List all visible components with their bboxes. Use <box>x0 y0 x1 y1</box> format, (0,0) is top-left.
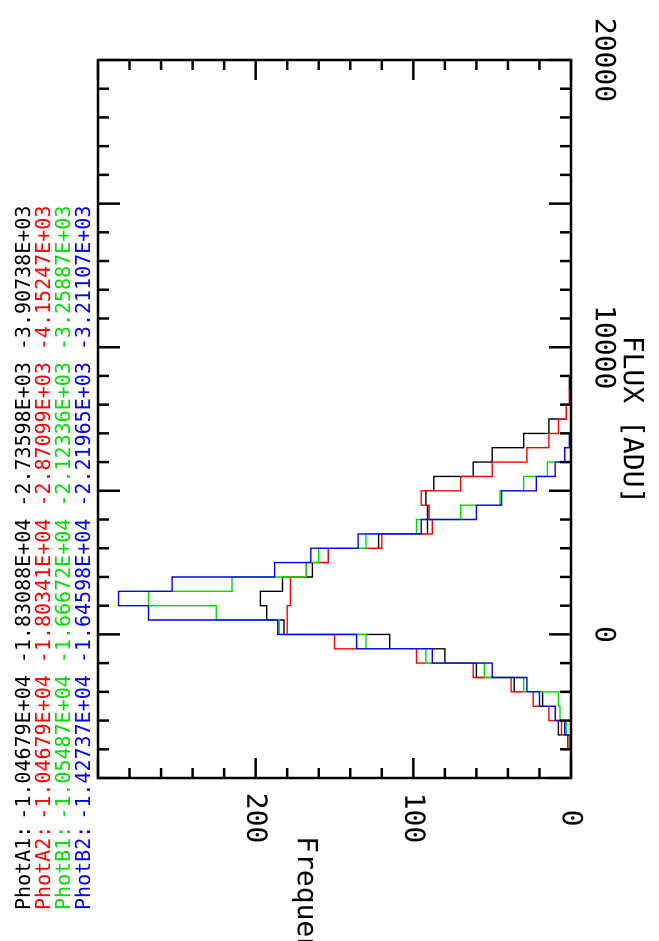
series-3 <box>117 419 572 750</box>
x-tick-label: 10000 <box>589 305 622 389</box>
legend-series-stats: -1.04679E+04 -1.80341E+04 -2.87099E+03 -… <box>31 206 55 820</box>
ticks-layer <box>96 58 573 780</box>
y-tick-label: 100 <box>398 793 431 844</box>
legend-series-stats: -1.42737E+04 -1.64598E+04 -2.21965E+03 -… <box>71 206 95 820</box>
legend-entry-1: PhotA2: -1.04679E+04 -1.80341E+04 -2.8709… <box>31 206 55 910</box>
plot-frame <box>96 58 573 780</box>
series-line <box>286 375 572 750</box>
y-tick-label: 0 <box>556 810 589 827</box>
series-line <box>117 419 572 750</box>
legend-series-name: PhotA2: <box>31 826 55 910</box>
legend-entry-3: PhotB2: -1.42737E+04 -1.64598E+04 -2.2196… <box>71 206 95 910</box>
x-tick-label: 0 <box>589 626 622 643</box>
series-2 <box>147 419 572 750</box>
x-tick-label: 20000 <box>589 18 622 102</box>
legend-entry-2: PhotB1: -1.05487E+04 -1.66672E+04 -2.1233… <box>51 206 75 910</box>
legend-series-stats: -1.05487E+04 -1.66672E+04 -2.12336E+03 -… <box>51 206 75 820</box>
legend-series-name: PhotB2: <box>71 826 95 910</box>
series-1 <box>286 375 572 750</box>
legend-series-name: PhotB1: <box>51 826 75 910</box>
y-tick-label: 200 <box>241 793 274 844</box>
legend-layer: PhotA1: -1.04679E+04 -1.83088E+04 -2.7359… <box>11 206 95 910</box>
x-axis-label: FLUX [ADU] <box>617 336 650 505</box>
labels-layer: 0 10000 20000 0 100 200 FLUX [ADU] Frequency <box>241 18 650 941</box>
y-axis-label: Frequency <box>291 836 324 941</box>
legend-series-stats: -1.04679E+04 -1.83088E+04 -2.73598E+03 -… <box>11 206 35 820</box>
legend-series-name: PhotA1: <box>11 826 35 910</box>
series-layer <box>117 361 572 750</box>
legend-entry-0: PhotA1: -1.04679E+04 -1.83088E+04 -2.7359… <box>11 206 35 910</box>
series-line <box>147 419 572 750</box>
